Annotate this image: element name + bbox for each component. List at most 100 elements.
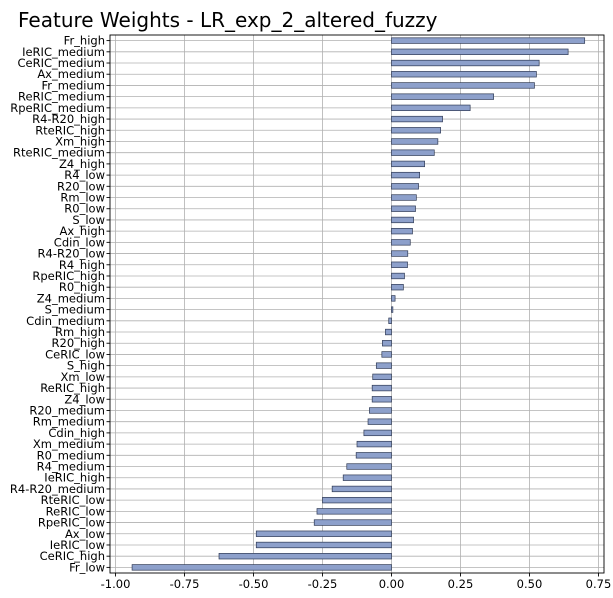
y-tick-label: R0_medium [37,448,105,462]
plot-frame [109,34,605,574]
y-tick-label: CeRIC_high [40,549,105,563]
x-tick-label: 0.25 [448,577,474,591]
bar-cdin_high [363,429,392,437]
bar-r4_high [391,261,408,268]
bar-r0_medium [355,452,392,459]
y-tick-label: Fr_high [64,34,105,48]
y-tick-label: Z4_high [59,157,105,171]
y-tick-label: Rm_low [60,191,105,205]
x-tick-label: 0.75 [586,577,612,591]
bar-r4-r20_low [391,250,409,257]
bar-ieric_low [255,541,392,549]
y-tick-label: IeRIC_low [50,538,105,552]
bar-rperic_medium [391,104,471,112]
bar-cdin_medium [388,317,392,324]
y-tick-label: RteRIC_medium [13,146,105,160]
y-tick-label: Xm_medium [33,437,105,451]
y-tick-label: CeRIC_low [45,347,105,361]
y-tick-label: S_medium [45,303,105,317]
y-tick-label: R4-R20_high [32,112,105,126]
bar-rteric_high [391,127,441,134]
bar-reric_high [371,384,392,392]
y-tick-label: RteRIC_low [41,493,105,507]
bar-r4_low [391,171,420,179]
y-tick-label: RpeRIC_medium [10,101,105,115]
bar-z4_high [391,160,425,168]
y-tick-label: Xm_low [61,370,105,384]
bar-fr_high [391,37,586,44]
y-tick-label: Rm_medium [33,415,105,429]
y-tick-label: Ax_medium [37,67,105,81]
bar-rperic_low [313,519,392,526]
bar-reric_medium [391,93,494,100]
y-tick-label: Z4_medium [37,291,105,305]
chart-title: Feature Weights - LR_exp_2_altered_fuzzy [18,8,438,32]
y-tick-label: RteRIC_high [35,123,105,137]
bar-z4_medium [391,295,396,302]
y-tick-label: Ax_high [60,224,106,238]
y-tick-label: R4-R20_medium [10,482,105,496]
y-tick-label: R20_medium [29,403,105,417]
y-tick-label: Cdin_high [48,426,105,440]
x-tick-label: -0.25 [308,577,338,591]
y-tick-label: RpeRIC_low [38,516,105,530]
bar-ceric_medium [391,59,540,67]
bar-ax_high [391,227,413,235]
x-tick-label: -0.50 [239,577,269,591]
x-tick-label: 0.00 [379,577,405,591]
x-axis: -1.00 -0.75 -0.50 -0.25 0.00 0.25 0.50 0.75 [101,573,612,591]
bar-r0_high [391,284,404,291]
y-tick-label: R0_low [64,202,105,216]
bar-rm_medium [367,418,392,425]
y-tick-label: R20_high [52,336,105,350]
bar-ieric_medium [391,48,569,55]
x-tick-label: -1.00 [101,577,131,591]
y-tick-label: Cdin_low [54,235,105,249]
bar-xm_medium [356,440,392,448]
y-tick-label: Rm_high [55,325,105,339]
bar-s_medium [391,306,394,313]
bar-fr_medium [391,82,535,89]
bar-xm_high [391,138,439,145]
bar-rm_high [385,328,392,336]
bar-ax_low [255,530,392,537]
y-tick-label: Z4_low [64,392,105,406]
bar-fr_low [131,564,392,571]
bar-rperic_high [391,272,405,280]
x-tick-label: -0.75 [170,577,200,591]
bar-s_high [375,362,392,369]
bar-z4_low [371,396,392,403]
bar-r20_high [382,340,392,347]
y-tick-label: Ax_low [65,527,105,541]
y-tick-label: IeRIC_high [44,471,105,485]
bar-cdin_low [391,239,411,246]
bar-r4_medium [346,463,392,470]
y-tick-label: ReRIC_high [40,381,105,395]
bar-rteric_medium [391,149,435,156]
bar-rm_low [391,194,417,201]
y-tick-label: R4_high [59,258,105,272]
bar-ieric_high [342,474,392,481]
bar-rteric_low [322,496,392,504]
y-tick-label: R4_medium [37,460,105,474]
bar-ax_medium [391,71,537,78]
y-tick-label: IeRIC_medium [22,45,105,59]
bar-reric_low [316,508,392,515]
y-tick-label: R4_low [64,168,105,182]
y-tick-label: Cdin_medium [26,314,105,328]
y-tick-label: S_high [67,359,105,373]
y-tick-label: ReRIC_medium [18,90,105,104]
bar-r4-r20_medium [331,485,392,493]
x-tick-label: 0.50 [517,577,543,591]
y-tick-label: RpeRIC_high [32,269,105,283]
bar-s_low [391,216,414,224]
bar-xm_low [372,373,392,381]
bar-r4-r20_high [391,115,443,123]
y-tick-label: R0_high [59,280,105,294]
bars [131,37,586,571]
y-axis: Fr_highIeRIC_mediumCeRIC_mediumAx_medium… [10,34,110,574]
grid [110,35,604,573]
bar-ceric_low [381,351,392,358]
bar-r20_medium [369,407,392,414]
